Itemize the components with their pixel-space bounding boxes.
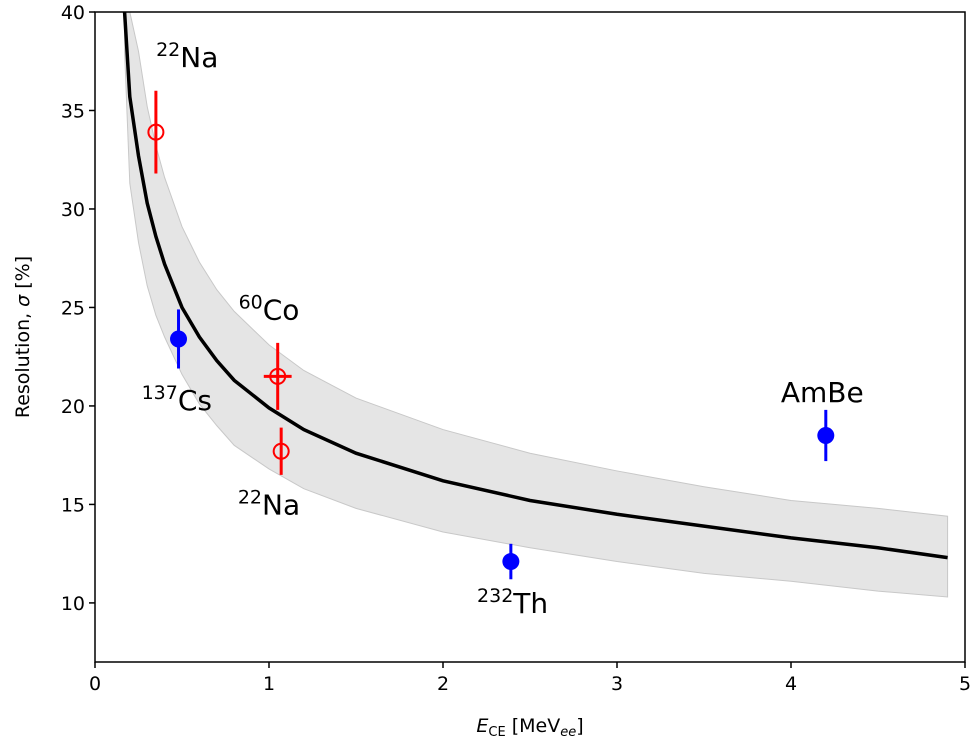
marker — [272, 442, 290, 460]
element-symbol: AmBe — [781, 376, 864, 409]
element-symbol: Cs — [178, 384, 212, 417]
x-axis: 0 1 2 3 4 5 — [89, 662, 971, 695]
x-tick-label: 3 — [611, 673, 623, 695]
data-points — [147, 90, 835, 580]
source-label: AmBe — [781, 376, 864, 409]
x-tick-label: 2 — [437, 673, 449, 695]
x-tick-label: 1 — [263, 673, 275, 695]
y-label-text: Resolution, — [12, 307, 34, 418]
x-tick-label: 0 — [89, 673, 101, 695]
y-tick-label: 20 — [61, 396, 85, 418]
marker — [269, 367, 287, 385]
source-label: 60Co — [239, 291, 300, 326]
marker — [147, 123, 165, 141]
data-point — [147, 90, 165, 174]
x-label-subscript: CE — [488, 725, 505, 740]
x-label-symbol: E — [476, 715, 488, 737]
y-label-unit: [%] — [12, 256, 34, 295]
y-tick-label: 10 — [61, 593, 85, 615]
y-tick-label: 30 — [61, 199, 85, 221]
element-symbol: Th — [512, 587, 548, 620]
source-label: 232Th — [477, 585, 548, 620]
source-label: 22Na — [238, 486, 300, 521]
y-label-symbol: σ — [12, 294, 34, 307]
element-symbol: Na — [262, 488, 300, 521]
uncertainty-band — [124, 12, 949, 598]
mass-number: 22 — [156, 39, 180, 61]
data-point — [817, 409, 835, 462]
x-tick-label: 5 — [959, 673, 971, 695]
x-tick-label: 4 — [785, 673, 797, 695]
data-point — [272, 427, 290, 475]
x-label-unit-subscript: ee — [560, 725, 576, 740]
element-symbol: Co — [263, 293, 300, 326]
y-tick-label: 40 — [61, 2, 85, 24]
fit-curve — [122, 12, 948, 560]
data-point — [263, 342, 292, 410]
data-point — [170, 309, 188, 369]
marker — [502, 553, 520, 571]
x-label-unit: [MeV — [506, 715, 561, 737]
mass-number: 232 — [477, 585, 513, 607]
source-label: 22Na — [156, 39, 218, 74]
y-tick-label: 15 — [61, 494, 85, 516]
mass-number: 137 — [142, 382, 178, 404]
element-symbol: Na — [180, 41, 218, 74]
data-point — [502, 543, 520, 580]
y-axis-label: Resolution, σ [%] — [12, 256, 34, 418]
x-label-close: ] — [576, 715, 583, 737]
x-axis-label: ECE [MeVee] — [476, 715, 583, 740]
y-tick-label: 35 — [61, 100, 85, 122]
mass-number: 60 — [239, 291, 263, 313]
y-axis: 10 15 20 25 30 35 40 — [61, 2, 95, 615]
marker — [170, 330, 188, 348]
source-label: 137Cs — [142, 382, 212, 417]
mass-number: 22 — [238, 486, 262, 508]
plot-frame — [94, 11, 966, 663]
y-tick-label: 25 — [61, 297, 85, 319]
marker — [817, 426, 835, 444]
